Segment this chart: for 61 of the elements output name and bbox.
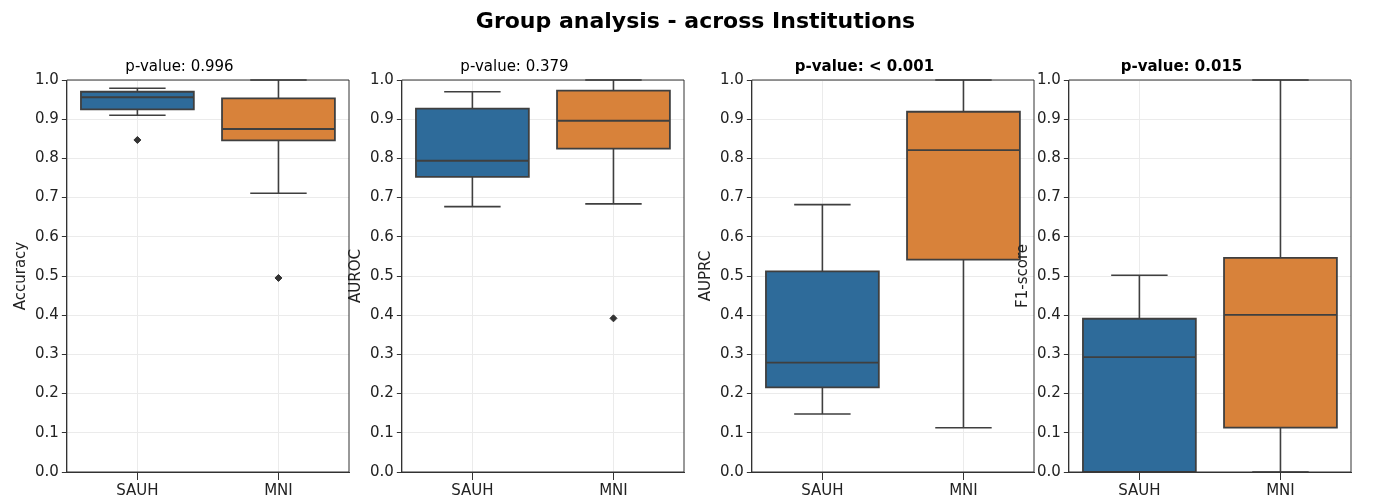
x-tick-label: SAUH <box>116 480 159 499</box>
y-tick-label: 0.1 <box>35 422 59 441</box>
y-tick-label: 0.2 <box>370 383 394 402</box>
y-tick-label: 1.0 <box>370 69 394 88</box>
y-tick-label: 0.0 <box>35 461 59 480</box>
x-tick-label: SAUH <box>451 480 494 499</box>
y-tick-label: 1.0 <box>720 69 744 88</box>
x-tick-label: MNI <box>1266 480 1295 499</box>
y-tick-label: 0.8 <box>720 148 744 167</box>
y-tick-label: 0.9 <box>370 109 394 128</box>
y-tick-label: 0.1 <box>370 422 394 441</box>
y-tick-label: 0.6 <box>1037 226 1061 245</box>
y-tick-label: 0.0 <box>720 461 744 480</box>
chart-title: p-value: 0.996 <box>125 56 234 75</box>
y-tick-label: 0.5 <box>35 265 59 284</box>
x-tick-label: MNI <box>949 480 978 499</box>
y-tick-label: 0.6 <box>720 226 744 245</box>
y-tick-label: 0.6 <box>370 226 394 245</box>
y-tick-label: 0.1 <box>1037 422 1061 441</box>
y-tick-label: 0.1 <box>720 422 744 441</box>
y-tick-label: 0.3 <box>720 344 744 363</box>
y-tick-label: 0.8 <box>1037 148 1061 167</box>
y-tick-label: 0.7 <box>35 187 59 206</box>
y-tick-label: 0.7 <box>370 187 394 206</box>
y-tick-label: 0.9 <box>1037 109 1061 128</box>
y-tick-label: 0.5 <box>720 265 744 284</box>
x-tick-label: MNI <box>599 480 628 499</box>
chart-title: p-value: 0.379 <box>460 56 569 75</box>
y-tick-label: 0.4 <box>370 305 394 324</box>
y-axis-title: AUPRC <box>695 250 714 302</box>
x-tick-label: MNI <box>264 480 293 499</box>
y-tick-label: 0.5 <box>370 265 394 284</box>
text: Group analysis - across Institutions <box>474 8 917 33</box>
y-tick-label: 0.4 <box>1037 305 1061 324</box>
y-tick-label: 0.0 <box>1037 461 1061 480</box>
y-tick-label: 0.4 <box>35 305 59 324</box>
y-tick-label: 0.8 <box>370 148 394 167</box>
y-axis-title: AUROC <box>345 249 364 303</box>
y-tick-label: 0.9 <box>35 109 59 128</box>
y-tick-label: 0.2 <box>720 383 744 402</box>
y-tick-label: 0.7 <box>720 187 744 206</box>
y-tick-label: 0.7 <box>1037 187 1061 206</box>
y-axis-title: Accuracy <box>10 241 29 311</box>
y-tick-label: 0.5 <box>1037 265 1061 284</box>
y-tick-label: 0.4 <box>720 305 744 324</box>
y-tick-label: 0.3 <box>35 344 59 363</box>
y-tick-label: 0.2 <box>1037 383 1061 402</box>
chart-title: p-value: < 0.001 <box>794 56 935 75</box>
y-tick-label: 0.3 <box>370 344 394 363</box>
y-tick-label: 0.6 <box>35 226 59 245</box>
y-tick-label: 0.9 <box>720 109 744 128</box>
y-tick-label: 1.0 <box>35 69 59 88</box>
x-tick-label: SAUH <box>1118 480 1161 499</box>
y-tick-label: 0.2 <box>35 383 59 402</box>
y-tick-label: 0.0 <box>370 461 394 480</box>
y-tick-label: 0.3 <box>1037 344 1061 363</box>
y-tick-label: 0.8 <box>35 148 59 167</box>
x-tick-label: SAUH <box>801 480 844 499</box>
y-tick-label: 1.0 <box>1037 69 1061 88</box>
chart-title: p-value: 0.015 <box>1120 56 1243 75</box>
y-axis-title: F1-score <box>1012 244 1031 308</box>
